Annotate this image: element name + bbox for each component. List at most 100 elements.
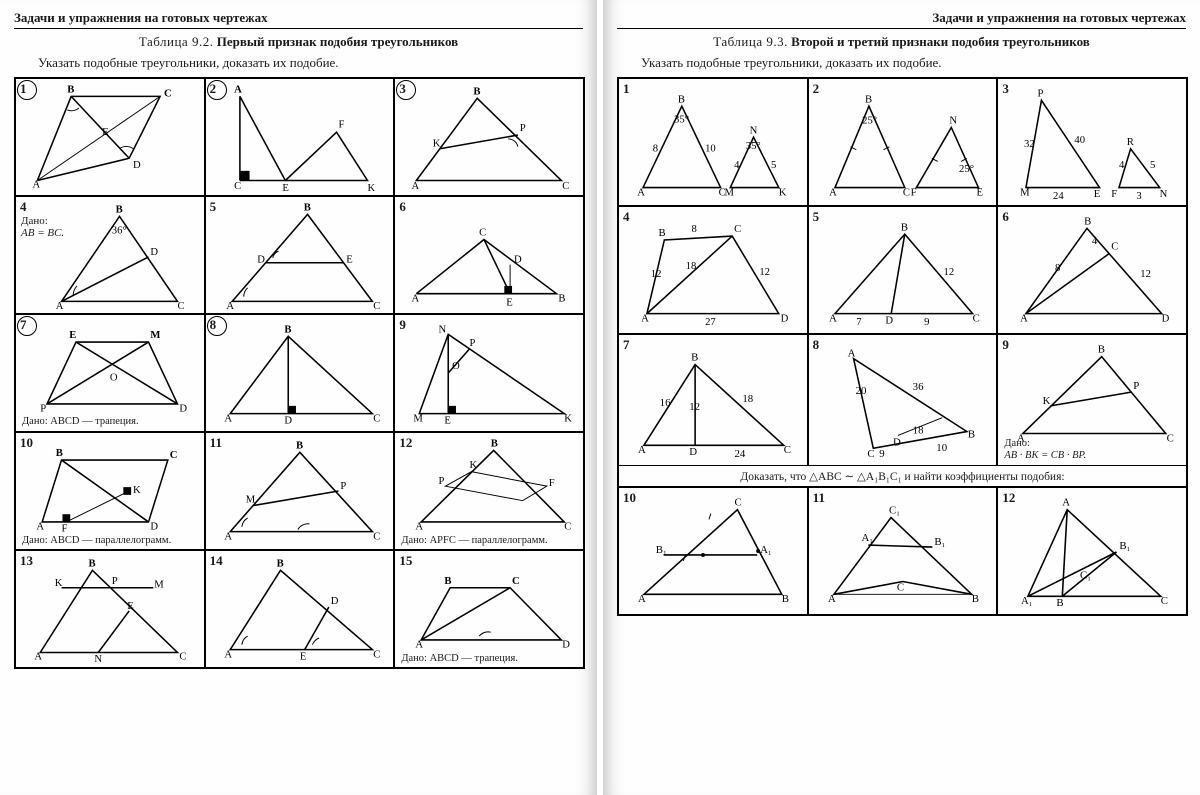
instruction-left: Указать подобные треугольники, доказать … bbox=[38, 55, 583, 71]
svg-text:35°: 35° bbox=[674, 114, 689, 125]
cell-number: 7 bbox=[20, 317, 27, 333]
cell-9.3-2: 2 25° 25° ABC FNE bbox=[808, 78, 998, 206]
svg-text:C: C bbox=[234, 181, 241, 192]
cell-number: 15 bbox=[399, 553, 412, 569]
svg-text:E: E bbox=[976, 187, 983, 198]
svg-text:18: 18 bbox=[686, 261, 697, 272]
cell-number: 14 bbox=[210, 553, 223, 569]
svg-text:B: B bbox=[865, 94, 872, 105]
cell-number: 4 bbox=[20, 199, 27, 215]
cell-9.3-11: 11 AB C A₁B₁ C₁ bbox=[808, 487, 998, 615]
cell-9.3-5: 5 12 79 AB CD bbox=[808, 206, 998, 334]
svg-text:C: C bbox=[563, 181, 570, 192]
cell-9.3-1: 1 35° 35° 810 45 ABC MNK bbox=[618, 78, 808, 206]
svg-text:4: 4 bbox=[1119, 160, 1125, 171]
svg-text:35°: 35° bbox=[746, 140, 761, 151]
svg-text:36: 36 bbox=[912, 381, 923, 393]
svg-text:B: B bbox=[89, 558, 96, 569]
svg-text:A: A bbox=[224, 413, 232, 424]
svg-text:8: 8 bbox=[692, 224, 697, 235]
svg-text:B: B bbox=[659, 228, 666, 239]
cell-9.2-15: 15 AB CD Дано: ABCD — трапеция. bbox=[394, 550, 584, 668]
cell-9.2-6: 6 AC BE D bbox=[394, 196, 584, 314]
svg-text:E: E bbox=[507, 297, 514, 308]
svg-text:D: D bbox=[563, 639, 571, 650]
svg-text:C: C bbox=[734, 496, 741, 508]
cell-number: 9 bbox=[1002, 337, 1009, 353]
cell-number: 8 bbox=[210, 317, 217, 333]
svg-text:24: 24 bbox=[735, 448, 746, 460]
cell-note: Дано: ABCD — трапеция. bbox=[22, 416, 139, 428]
cell-note: Дано: ABCD — трапеция. bbox=[401, 653, 518, 665]
svg-text:32: 32 bbox=[1024, 138, 1035, 149]
page-left: Задачи и упражнения на готовых чертежах … bbox=[0, 0, 603, 795]
svg-text:D: D bbox=[284, 415, 292, 426]
svg-text:B: B bbox=[901, 222, 908, 233]
cell-9.2-7: 7 PE MD O Дано: ABCD — трапеция. bbox=[15, 314, 205, 432]
svg-text:A: A bbox=[224, 649, 232, 660]
cell-number: 11 bbox=[210, 435, 222, 451]
svg-text:E: E bbox=[1094, 189, 1101, 200]
svg-text:M: M bbox=[154, 579, 164, 590]
svg-text:D: D bbox=[150, 247, 158, 258]
svg-text:M: M bbox=[1020, 187, 1030, 198]
svg-text:P: P bbox=[520, 123, 526, 134]
svg-text:D: D bbox=[257, 254, 265, 265]
svg-text:B: B bbox=[284, 324, 291, 335]
svg-text:F: F bbox=[910, 187, 916, 198]
svg-text:B: B bbox=[782, 593, 789, 605]
svg-text:N: N bbox=[94, 654, 102, 665]
table-title-right: Таблица 9.3. Второй и третий признаки по… bbox=[617, 33, 1186, 51]
cell-9.3-10: 10 ACB B₁A₁ bbox=[618, 487, 808, 615]
svg-text:A₁: A₁ bbox=[760, 544, 772, 556]
svg-text:E: E bbox=[102, 127, 108, 138]
svg-text:C: C bbox=[164, 88, 172, 99]
svg-text:C: C bbox=[734, 224, 741, 235]
cell-9.2-2: 2 AC EK F bbox=[205, 78, 395, 196]
svg-text:12: 12 bbox=[759, 266, 770, 277]
svg-text:D: D bbox=[689, 446, 697, 458]
svg-text:F: F bbox=[62, 523, 68, 534]
svg-text:A: A bbox=[412, 181, 420, 192]
svg-text:12: 12 bbox=[689, 400, 700, 412]
cell-9.2-13: 13 AB CK PM NE bbox=[15, 550, 205, 668]
page-right: Задачи и упражнения на готовых чертежах … bbox=[603, 0, 1200, 795]
svg-text:E: E bbox=[300, 651, 307, 662]
svg-text:P: P bbox=[1134, 380, 1140, 392]
svg-text:A: A bbox=[829, 187, 837, 198]
svg-text:F: F bbox=[1112, 189, 1118, 200]
svg-text:C: C bbox=[480, 227, 487, 238]
svg-text:4: 4 bbox=[1092, 235, 1098, 246]
svg-text:A: A bbox=[638, 593, 646, 605]
svg-text:27: 27 bbox=[705, 317, 716, 328]
svg-text:N: N bbox=[949, 115, 957, 126]
cell-9.3-7: 7 1612 1824 AB CD bbox=[618, 334, 808, 466]
cell-number: 6 bbox=[1002, 209, 1009, 225]
svg-text:B₁: B₁ bbox=[1120, 540, 1131, 552]
svg-text:C: C bbox=[784, 444, 791, 456]
svg-text:E: E bbox=[346, 254, 353, 265]
svg-text:F: F bbox=[338, 119, 344, 130]
svg-text:E: E bbox=[445, 415, 452, 426]
svg-text:8: 8 bbox=[1055, 263, 1060, 274]
svg-text:A: A bbox=[412, 293, 420, 304]
svg-text:A: A bbox=[637, 187, 645, 198]
svg-text:C: C bbox=[867, 448, 874, 460]
svg-text:K: K bbox=[1043, 394, 1051, 406]
svg-text:A: A bbox=[829, 313, 837, 324]
svg-text:N: N bbox=[750, 125, 758, 136]
svg-text:B₁: B₁ bbox=[934, 536, 945, 548]
svg-text:E: E bbox=[282, 183, 289, 194]
svg-text:C: C bbox=[373, 413, 380, 424]
svg-text:B: B bbox=[1057, 597, 1064, 609]
svg-text:D: D bbox=[179, 403, 187, 414]
svg-text:4: 4 bbox=[734, 160, 740, 171]
svg-text:25°: 25° bbox=[862, 115, 877, 126]
svg-text:C: C bbox=[373, 649, 380, 660]
svg-text:E: E bbox=[69, 330, 76, 341]
svg-text:P: P bbox=[439, 476, 445, 487]
svg-text:K: K bbox=[565, 413, 573, 424]
svg-text:C₁: C₁ bbox=[1080, 569, 1091, 581]
svg-text:C: C bbox=[512, 575, 520, 586]
cell-9.2-4: 4 Дано: AB = BC. 36° AB CD bbox=[15, 196, 205, 314]
